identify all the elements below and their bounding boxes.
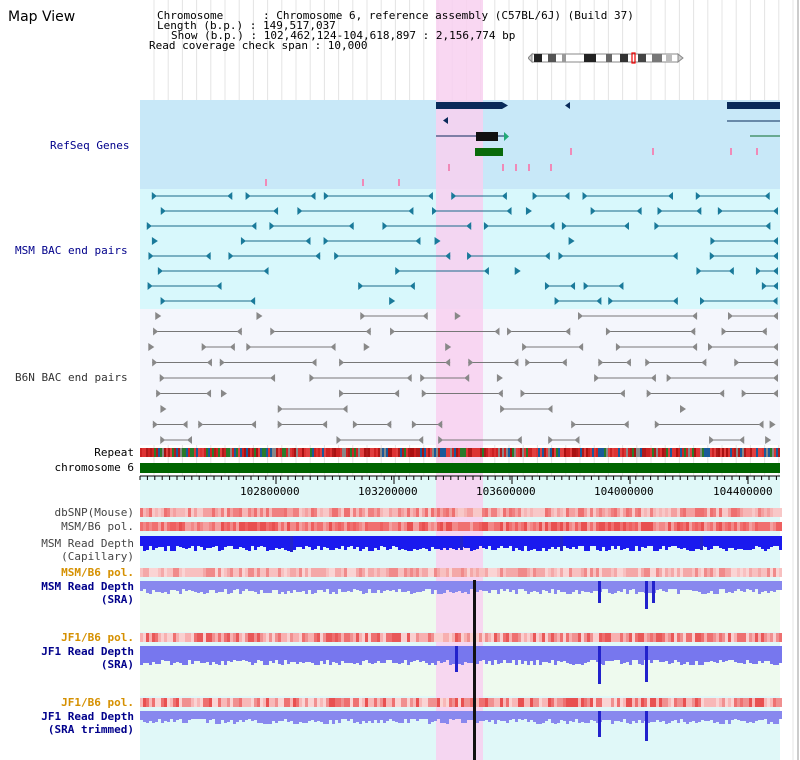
repeat-label: Repeat — [94, 446, 134, 459]
polymorphism-tracks — [140, 508, 782, 707]
repeat-track — [140, 448, 780, 457]
axis-tick-label-3: 103600000 — [476, 485, 536, 498]
dbsnp-label: dbSNP(Mouse) — [54, 506, 134, 519]
jf1-b6-pol-label-2: JF1/B6 pol. — [61, 696, 134, 709]
read-depth-tracks — [140, 536, 782, 741]
position-marker — [473, 580, 476, 760]
axis-tick-label-2: 103200000 — [358, 485, 418, 498]
b6n-bac-track — [148, 312, 778, 444]
axis-tick-label-1: 102800000 — [240, 485, 300, 498]
msm-bac-track — [146, 192, 778, 305]
coverage-span-info-line: Read coverage check span : 10,000 — [149, 39, 368, 52]
jf1-read-depth-trimmed-label: JF1 Read Depth — [41, 710, 134, 723]
jf1-read-depth-sra-label: JF1 Read Depth — [41, 645, 134, 658]
chromosome-track-label: chromosome 6 — [54, 461, 134, 474]
msm-read-depth-sra-label: MSM Read Depth — [41, 580, 134, 593]
axis-tick-label-5: 104400000 — [713, 485, 773, 498]
msm-b6-pol-label: MSM/B6 pol. — [61, 520, 134, 533]
right-border — [797, 0, 799, 760]
msm-read-depth-capillary-label: MSM Read Depth — [41, 537, 134, 550]
jf1-read-depth-sra-sublabel: (SRA) — [100, 658, 134, 671]
length-info-line: Length (b.p.) : 149,517,037 — [157, 19, 336, 32]
jf1-b6-pol-label: JF1/B6 pol. — [61, 631, 134, 644]
chromosome-ideogram[interactable] — [528, 52, 684, 64]
msm-read-depth-capillary-sublabel: (Capillary) — [61, 550, 134, 563]
page-title: Map View — [8, 9, 76, 25]
msm-b6-pol-label-2: MSM/B6 pol. — [61, 566, 134, 579]
refseq-genes-track — [265, 102, 780, 186]
jf1-read-depth-trimmed-sublabel: (SRA trimmed) — [47, 723, 134, 736]
axis-tick-label-4: 104000000 — [594, 485, 654, 498]
msm-read-depth-sra-sublabel: (SRA) — [100, 593, 134, 606]
msm-bac-label[interactable]: MSM BAC end pairs — [15, 244, 128, 257]
b6n-bac-label[interactable]: B6N BAC end pairs — [15, 371, 128, 384]
refseq-genes-label[interactable]: RefSeq Genes — [50, 139, 130, 152]
chromosome-bar — [140, 463, 780, 473]
show-range-info-line: Show (b.p.) : 102,462,124-104,618,897 : … — [171, 29, 516, 42]
position-axis — [139, 475, 780, 484]
chromosome-info-line: Chromosome : Chromosome 6, reference ass… — [157, 9, 634, 22]
